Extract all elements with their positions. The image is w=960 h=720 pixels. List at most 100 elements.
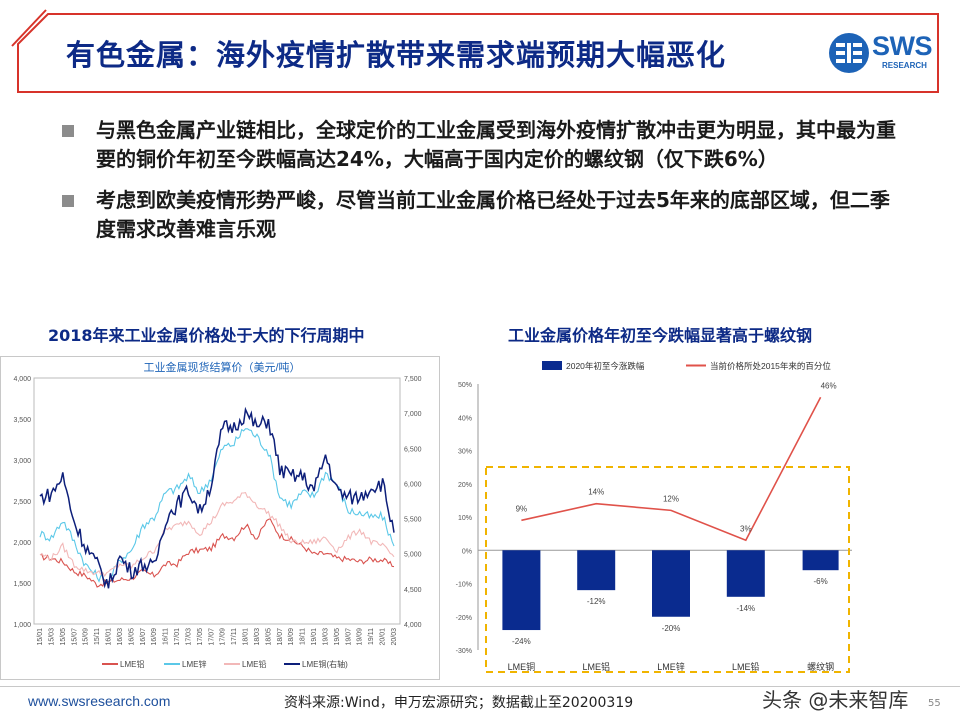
legend-item: LME铜(右轴): [284, 659, 348, 669]
legend-item: 当前价格所处2015年来的百分位: [686, 361, 831, 371]
logo-word: SWS: [872, 31, 933, 61]
line-value-label: 14%: [588, 488, 604, 497]
x-tick-label: 17/11: [231, 628, 238, 645]
sws-logo-icon: [829, 33, 869, 73]
y-left-tick-label: 1,500: [13, 581, 31, 588]
logo-sub: RESEARCH: [882, 61, 927, 70]
x-tick-label: 19/05: [334, 628, 341, 646]
x-tick-label: 16/09: [151, 628, 158, 646]
y-tick-label: -10%: [456, 582, 472, 589]
x-tick-label: 19/11: [368, 628, 375, 645]
title-bar: 有色金属：海外疫情扩散带来需求端预期大幅恶化 SWS RESEARCH: [8, 6, 950, 98]
y-tick-label: 30%: [458, 449, 472, 456]
x-tick-label: 18/03: [254, 628, 261, 646]
legend-item: LME铝: [102, 659, 144, 669]
x-tick-label: 17/09: [220, 628, 227, 646]
bar: [726, 550, 765, 597]
y-tick-label: 0%: [462, 548, 472, 555]
bullet-text: 考虑到欧美疫情形势严峻，尽管当前工业金属价格已经处于过去5年来的底部区域，但二季…: [96, 188, 890, 241]
series-line: [39, 518, 395, 588]
footer-url[interactable]: www.swsresearch.com: [28, 693, 171, 709]
x-tick-label: 15/09: [83, 628, 90, 646]
page-title: 有色金属：海外疫情扩散带来需求端预期大幅恶化: [66, 38, 727, 72]
x-tick-label: 17/05: [197, 628, 204, 646]
line-value-label: 9%: [516, 504, 528, 513]
x-tick-label: 20/03: [391, 628, 398, 646]
bar-value-label: -12%: [587, 597, 606, 606]
x-tick-label: 17/07: [208, 628, 215, 646]
legend-label: LME铜(右轴): [302, 659, 348, 669]
x-tick-label: 18/11: [300, 628, 307, 645]
bar: [577, 550, 616, 591]
x-category-label: LME铅: [732, 661, 760, 672]
y-left-tick-label: 1,000: [13, 622, 31, 629]
bullet-square-icon: [62, 125, 74, 137]
x-tick-label: 15/03: [48, 628, 55, 646]
y-tick-label: -30%: [456, 648, 472, 655]
bullet-text: 与黑色金属产业链相比，全球定价的工业金属受到海外疫情扩散冲击更为明显，其中最为重…: [96, 118, 896, 171]
x-tick-label: 20/01: [380, 628, 387, 646]
bar-value-label: -6%: [813, 577, 827, 586]
y-tick-label: 50%: [458, 382, 472, 389]
bar-value-label: -24%: [512, 637, 531, 646]
y-tick-label: 40%: [458, 415, 472, 422]
legend-swatch: [542, 361, 562, 370]
line-value-label: 3%: [740, 524, 752, 533]
y-right-tick-label: 7,500: [404, 376, 422, 383]
bar: [652, 550, 690, 617]
x-tick-label: 16/07: [140, 628, 147, 646]
legend-label: 当前价格所处2015年来的百分位: [710, 361, 831, 371]
x-category-label: LME铝: [582, 661, 610, 672]
series-line: [39, 491, 395, 577]
bullet-item: 与黑色金属产业链相比，全球定价的工业金属受到海外疫情扩散冲击更为明显，其中最为重…: [62, 116, 902, 174]
x-tick-label: 18/07: [277, 628, 284, 646]
legend-item: LME锌: [164, 659, 206, 669]
bullet-list: 与黑色金属产业链相比，全球定价的工业金属受到海外疫情扩散冲击更为明显，其中最为重…: [62, 116, 902, 256]
series-line: [39, 406, 395, 589]
bullet-item: 考虑到欧美疫情形势严峻，尽管当前工业金属价格已经处于过去5年来的底部区域，但二季…: [62, 186, 902, 244]
bar-value-label: -20%: [662, 624, 681, 633]
bullet-square-icon: [62, 195, 74, 207]
legend-label: LME铝: [120, 659, 144, 669]
bar-value-label: -14%: [736, 604, 755, 613]
y-right-tick-label: 4,000: [404, 622, 422, 629]
left-chart-title: 2018年来工业金属价格处于大的下行周期中: [48, 326, 365, 345]
legend-label: LME铅: [242, 659, 266, 669]
x-tick-label: 17/03: [185, 628, 192, 646]
x-category-label: 螺纹钢: [807, 661, 834, 672]
footer-watermark: 头条 @未来智库: [762, 688, 909, 712]
x-tick-label: 18/09: [288, 628, 295, 646]
y-left-tick-label: 3,000: [13, 458, 31, 465]
ytd-change-bar-chart: 2020年初至今涨跌幅 当前价格所处2015年来的百分位 50% 40% 30% 20%…: [456, 361, 852, 673]
legend-label: 2020年初至今涨跌幅: [566, 361, 645, 371]
y-left-tick-label: 2,000: [13, 540, 31, 547]
x-tick-label: 15/05: [60, 628, 67, 646]
x-category-label: LME铜: [508, 661, 536, 672]
highlight-dashed-box: [485, 466, 850, 673]
legend-label: LME锌: [182, 659, 206, 669]
legend-item: 2020年初至今涨跌幅: [542, 361, 645, 371]
y-left-tick-label: 3,500: [13, 417, 31, 424]
metal-price-line-chart: 工业金属现货结算价（美元/吨） 1,000 1,500 2,000 2,500 3,00…: [0, 356, 440, 680]
y-tick-label: 10%: [458, 515, 472, 522]
x-tick-label: 19/09: [357, 628, 364, 646]
sws-logo: SWS RESEARCH: [828, 30, 948, 76]
footer-divider: [0, 686, 960, 687]
x-tick-label: 15/07: [71, 628, 78, 646]
line-value-label: 46%: [821, 381, 837, 390]
legend-item: LME铅: [224, 659, 266, 669]
bar: [802, 550, 839, 571]
y-right-tick-label: 6,000: [404, 481, 422, 488]
percentile-line: [521, 396, 822, 542]
x-tick-label: 19/03: [322, 628, 329, 646]
y-right-tick-label: 4,500: [404, 587, 422, 594]
x-tick-label: 19/01: [311, 628, 318, 646]
x-tick-label: 16/03: [117, 628, 124, 646]
y-left-tick-label: 2,500: [13, 499, 31, 506]
y-right-tick-label: 5,000: [404, 552, 422, 559]
bar: [502, 550, 541, 631]
x-category-label: LME锌: [657, 661, 685, 672]
y-tick-label: -20%: [456, 615, 472, 622]
x-tick-label: 15/01: [37, 628, 44, 646]
x-tick-label: 17/01: [174, 628, 181, 646]
